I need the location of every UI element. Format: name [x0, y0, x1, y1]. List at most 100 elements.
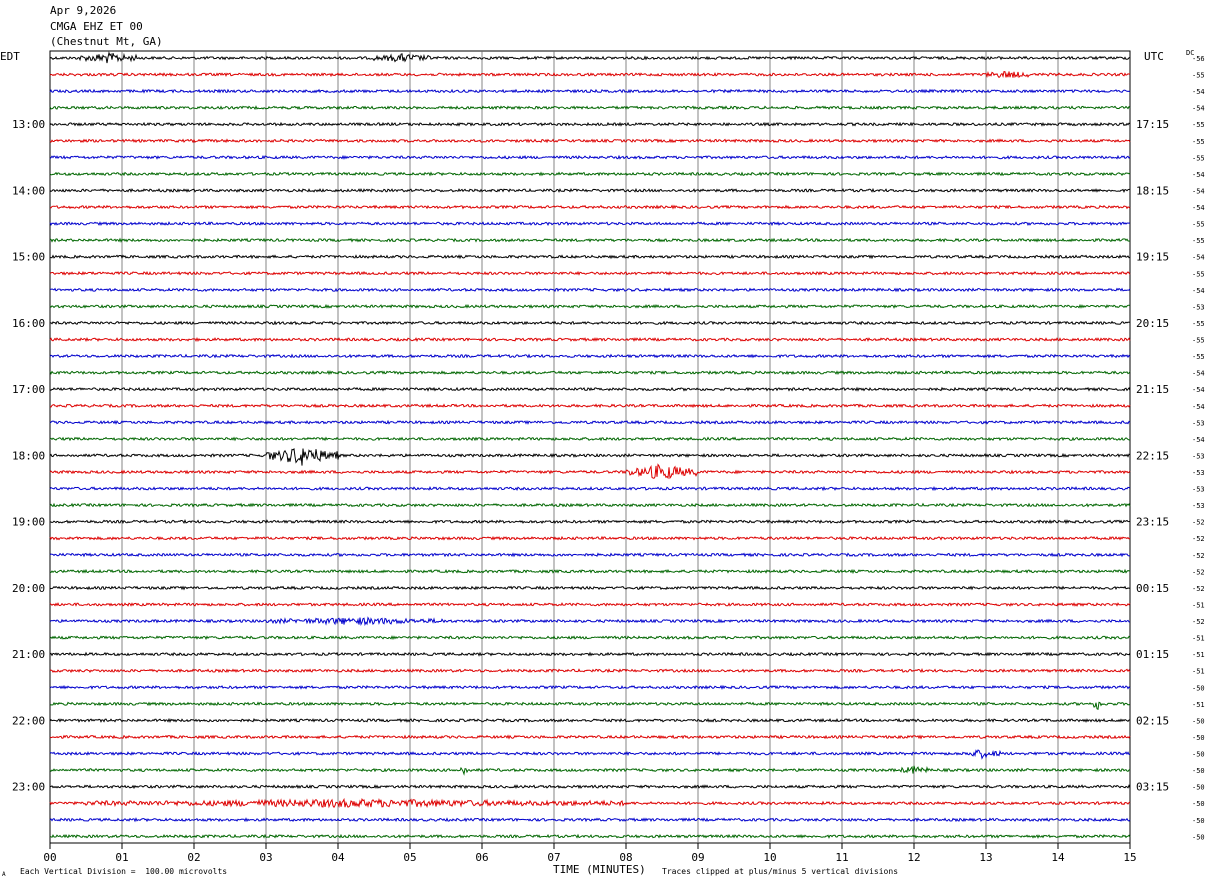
seismic-trace — [49, 187, 1130, 194]
seismic-trace — [49, 463, 1131, 480]
corner-mark: A — [2, 871, 6, 878]
seismic-trace — [49, 237, 1131, 243]
dc-offset-label: -54 — [1192, 254, 1205, 262]
dc-offset-label: -51 — [1192, 668, 1205, 676]
x-axis-title: TIME (MINUTES) — [553, 863, 646, 876]
scale-note: Each Vertical Division = 100.00 microvol… — [20, 867, 228, 876]
x-tick-label: 12 — [907, 851, 920, 864]
x-tick-label: 04 — [331, 851, 345, 864]
seismic-trace — [49, 684, 1131, 690]
dc-offset-label: -55 — [1192, 121, 1205, 129]
seismic-trace — [49, 448, 1131, 466]
dc-offset-label: -53 — [1192, 419, 1205, 427]
dc-offset-label: -55 — [1192, 154, 1205, 162]
seismic-trace — [49, 734, 1131, 740]
dc-offset-label: -50 — [1192, 751, 1205, 759]
x-tick-label: 08 — [619, 851, 632, 864]
dc-offset-label: -54 — [1192, 370, 1205, 378]
seismic-trace — [49, 370, 1131, 376]
x-tick-label: 11 — [835, 851, 848, 864]
x-tick-label: 02 — [187, 851, 200, 864]
dc-offset-label: -52 — [1192, 585, 1205, 593]
seismic-trace — [49, 833, 1131, 839]
x-tick-label: 13 — [979, 851, 992, 864]
dc-offset-label: -53 — [1192, 452, 1205, 460]
seismic-trace — [49, 436, 1131, 442]
seismic-trace — [49, 535, 1131, 541]
dc-offset-label: -54 — [1192, 88, 1205, 96]
dc-offset-label: -50 — [1192, 817, 1205, 825]
left-hour-label: 20:00 — [12, 582, 45, 595]
left-hour-label: 15:00 — [12, 251, 45, 264]
dc-offset-label: -54 — [1192, 105, 1205, 113]
left-hour-label: 16:00 — [12, 317, 45, 330]
seismic-trace — [49, 568, 1130, 575]
seismic-trace — [49, 502, 1131, 508]
dc-offset-label: -51 — [1192, 635, 1205, 643]
x-tick-label: 15 — [1123, 851, 1136, 864]
dc-offset-label: -54 — [1192, 204, 1205, 212]
seismic-trace — [49, 221, 1131, 227]
seismic-trace — [49, 519, 1131, 525]
seismic-trace — [49, 784, 1131, 790]
seismic-trace — [49, 320, 1131, 326]
right-hour-label: 03:15 — [1136, 781, 1169, 794]
seismic-trace — [49, 204, 1131, 210]
x-tick-label: 01 — [115, 851, 128, 864]
dc-offset-label: -50 — [1192, 734, 1205, 742]
seismic-trace — [49, 485, 1131, 492]
x-tick-label: 03 — [259, 851, 272, 864]
seismic-trace — [49, 419, 1131, 425]
seismic-trace — [49, 88, 1131, 94]
dc-offset-label: -53 — [1192, 469, 1205, 477]
seismic-trace — [49, 701, 1131, 711]
right-hour-label: 00:15 — [1136, 582, 1169, 595]
dc-offset-label: -55 — [1192, 72, 1205, 80]
dc-offset-label: -51 — [1192, 601, 1205, 609]
dc-offset-label: -51 — [1192, 701, 1205, 709]
right-hour-label: 23:15 — [1136, 516, 1169, 529]
dc-offset-label: -50 — [1192, 784, 1205, 792]
seismic-trace — [49, 386, 1131, 392]
dc-offset-label: -53 — [1192, 502, 1205, 510]
right-hour-label: 01:15 — [1136, 648, 1169, 661]
dc-offset-label: -55 — [1192, 221, 1205, 229]
left-hour-label: 23:00 — [12, 781, 45, 794]
dc-offset-label: -53 — [1192, 486, 1205, 494]
seismic-trace — [49, 765, 1131, 776]
dc-offset-label: -55 — [1192, 237, 1205, 245]
right-hour-label: 19:15 — [1136, 251, 1169, 264]
dc-offset-label: -52 — [1192, 568, 1205, 576]
left-hour-label: 19:00 — [12, 516, 45, 529]
dc-offset-label: -50 — [1192, 800, 1205, 808]
seismic-trace — [49, 668, 1131, 674]
dc-offset-label: -54 — [1192, 386, 1205, 394]
channel-label: CMGA EHZ ET 00 — [50, 20, 143, 33]
seismic-trace — [49, 303, 1131, 309]
date-label: Apr 9,2026 — [50, 4, 117, 17]
dc-offset-label: -55 — [1192, 337, 1205, 345]
dc-offset-label: -54 — [1192, 403, 1205, 411]
right-hour-label: 22:15 — [1136, 449, 1169, 462]
x-tick-label: 09 — [691, 851, 704, 864]
right-timezone-label: UTC — [1144, 50, 1164, 63]
left-timezone-label: EDT — [0, 50, 20, 63]
dc-offset-label: -55 — [1192, 138, 1205, 146]
dc-offset-label: -53 — [1192, 303, 1205, 311]
left-hour-label: 14:00 — [12, 184, 45, 197]
seismic-trace — [49, 138, 1131, 144]
x-tick-label: 14 — [1051, 851, 1065, 864]
x-tick-label: 10 — [763, 851, 776, 864]
left-hour-label: 22:00 — [12, 714, 45, 727]
left-hour-label: 21:00 — [12, 648, 45, 661]
x-tick-label: 00 — [43, 851, 56, 864]
dc-label: DC — [1186, 49, 1195, 57]
seismic-trace — [49, 635, 1131, 641]
seismic-trace — [49, 717, 1131, 723]
seismic-trace — [49, 797, 1131, 809]
seismic-trace — [49, 602, 1131, 607]
left-hour-label: 18:00 — [12, 449, 45, 462]
dc-offset-label: -55 — [1192, 320, 1205, 328]
right-hour-label: 18:15 — [1136, 184, 1169, 197]
dc-offset-label: -55 — [1192, 270, 1205, 278]
